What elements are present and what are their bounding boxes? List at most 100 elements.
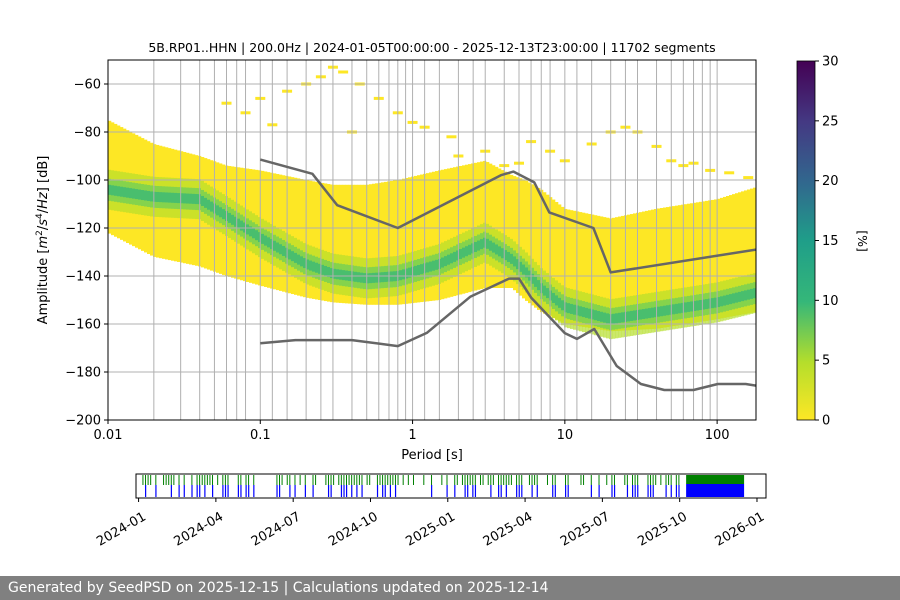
density-strip [348, 184, 352, 304]
density-core [405, 268, 409, 279]
density-strip [450, 167, 454, 297]
timeline-marker [299, 475, 301, 485]
timeline-tick-label: 2025-04 [481, 509, 536, 549]
density-core [519, 261, 523, 272]
timeline-coverage [567, 485, 569, 497]
density-core [567, 303, 571, 314]
timeline-coverage [183, 485, 185, 497]
timeline-marker [583, 475, 585, 485]
density-strip [642, 211, 646, 330]
y-tick-label: −160 [65, 318, 101, 333]
density-core [126, 187, 130, 198]
timeline-marker [407, 475, 409, 485]
timeline-marker [446, 475, 448, 485]
density-core [132, 188, 136, 199]
timeline-marker [516, 475, 518, 485]
density-core [543, 285, 547, 296]
sparse-bin [446, 135, 457, 139]
plot-frame [107, 59, 757, 421]
density-core [453, 251, 457, 262]
timeline-coverage [224, 485, 227, 497]
density-core [360, 272, 364, 283]
density-core [585, 307, 589, 318]
density-core [255, 230, 259, 241]
density-core [579, 306, 583, 317]
density-core [696, 300, 700, 311]
timeline-marker [637, 475, 639, 485]
density-core [603, 312, 607, 323]
density-core [501, 248, 505, 259]
density-core [597, 311, 601, 322]
timeline-marker [567, 475, 569, 485]
timeline-marker [196, 475, 198, 485]
density-strip [630, 214, 634, 331]
timeline-coverage [240, 485, 242, 497]
density-core [555, 295, 559, 306]
density-core [114, 185, 118, 196]
timeline-marker [340, 475, 342, 485]
density-core [303, 258, 307, 269]
timeline-coverage [637, 485, 639, 497]
density-core [378, 272, 382, 283]
density-core [471, 243, 475, 254]
density-strip [384, 181, 388, 305]
timeline-marker [191, 475, 193, 485]
timeline-marker [613, 475, 615, 485]
density-strip [507, 173, 511, 288]
colorbar-tick-label: 15 [822, 234, 839, 249]
density-core [711, 298, 715, 309]
density-core [492, 242, 496, 253]
density-strip [726, 195, 730, 318]
density-strip [621, 215, 625, 331]
psd-figure: 5B.RP01..HHN | 200.0Hz | 2024-01-05T00:0… [35, 40, 870, 550]
density-strip [372, 183, 376, 305]
density-core [300, 256, 304, 267]
density-core [489, 240, 493, 251]
density-core [705, 299, 709, 310]
timeline-coverage [204, 485, 206, 497]
density-strip [300, 179, 304, 297]
timeline-marker [397, 475, 399, 485]
timeline-coverage [289, 485, 291, 497]
timeline-coverage [516, 485, 518, 497]
density-core [288, 249, 292, 260]
density-strip [366, 184, 370, 305]
density-strip [576, 211, 580, 326]
timeline-tick-label: 2024-07 [249, 509, 304, 549]
colorbar-tick-label: 5 [822, 354, 830, 369]
density-core [276, 242, 280, 253]
timeline-marker [387, 475, 389, 485]
timeline-tick-label: 2024-04 [172, 509, 227, 549]
density-strip [399, 179, 403, 305]
density-strip [597, 215, 601, 330]
density-core [570, 303, 574, 314]
density-core [669, 304, 673, 315]
density-strip [732, 194, 736, 317]
timeline-coverage [498, 485, 500, 497]
density-core [282, 245, 286, 256]
density-strip [585, 213, 589, 328]
timeline-marker [145, 475, 147, 485]
timeline-marker [178, 475, 180, 485]
density-strip [735, 193, 739, 316]
timeline-marker [611, 475, 613, 485]
density-strip [720, 197, 724, 319]
timeline-coverage [505, 485, 507, 497]
timeline-marker [472, 475, 474, 485]
timeline-marker [245, 475, 247, 485]
density-core [402, 269, 406, 280]
timeline-coverage [212, 485, 214, 497]
density-core [330, 268, 334, 279]
density-core [588, 308, 592, 319]
density-strip [354, 184, 358, 305]
density-strip [705, 200, 709, 321]
timeline-marker [660, 475, 662, 485]
density-strip [402, 178, 406, 305]
timeline-coverage [343, 485, 345, 497]
density-strip [417, 175, 421, 303]
timeline-marker [518, 475, 520, 485]
low-noise-model-line [260, 277, 756, 392]
density-core [153, 191, 157, 202]
timeline-marker [382, 475, 384, 485]
density-core [417, 265, 421, 276]
